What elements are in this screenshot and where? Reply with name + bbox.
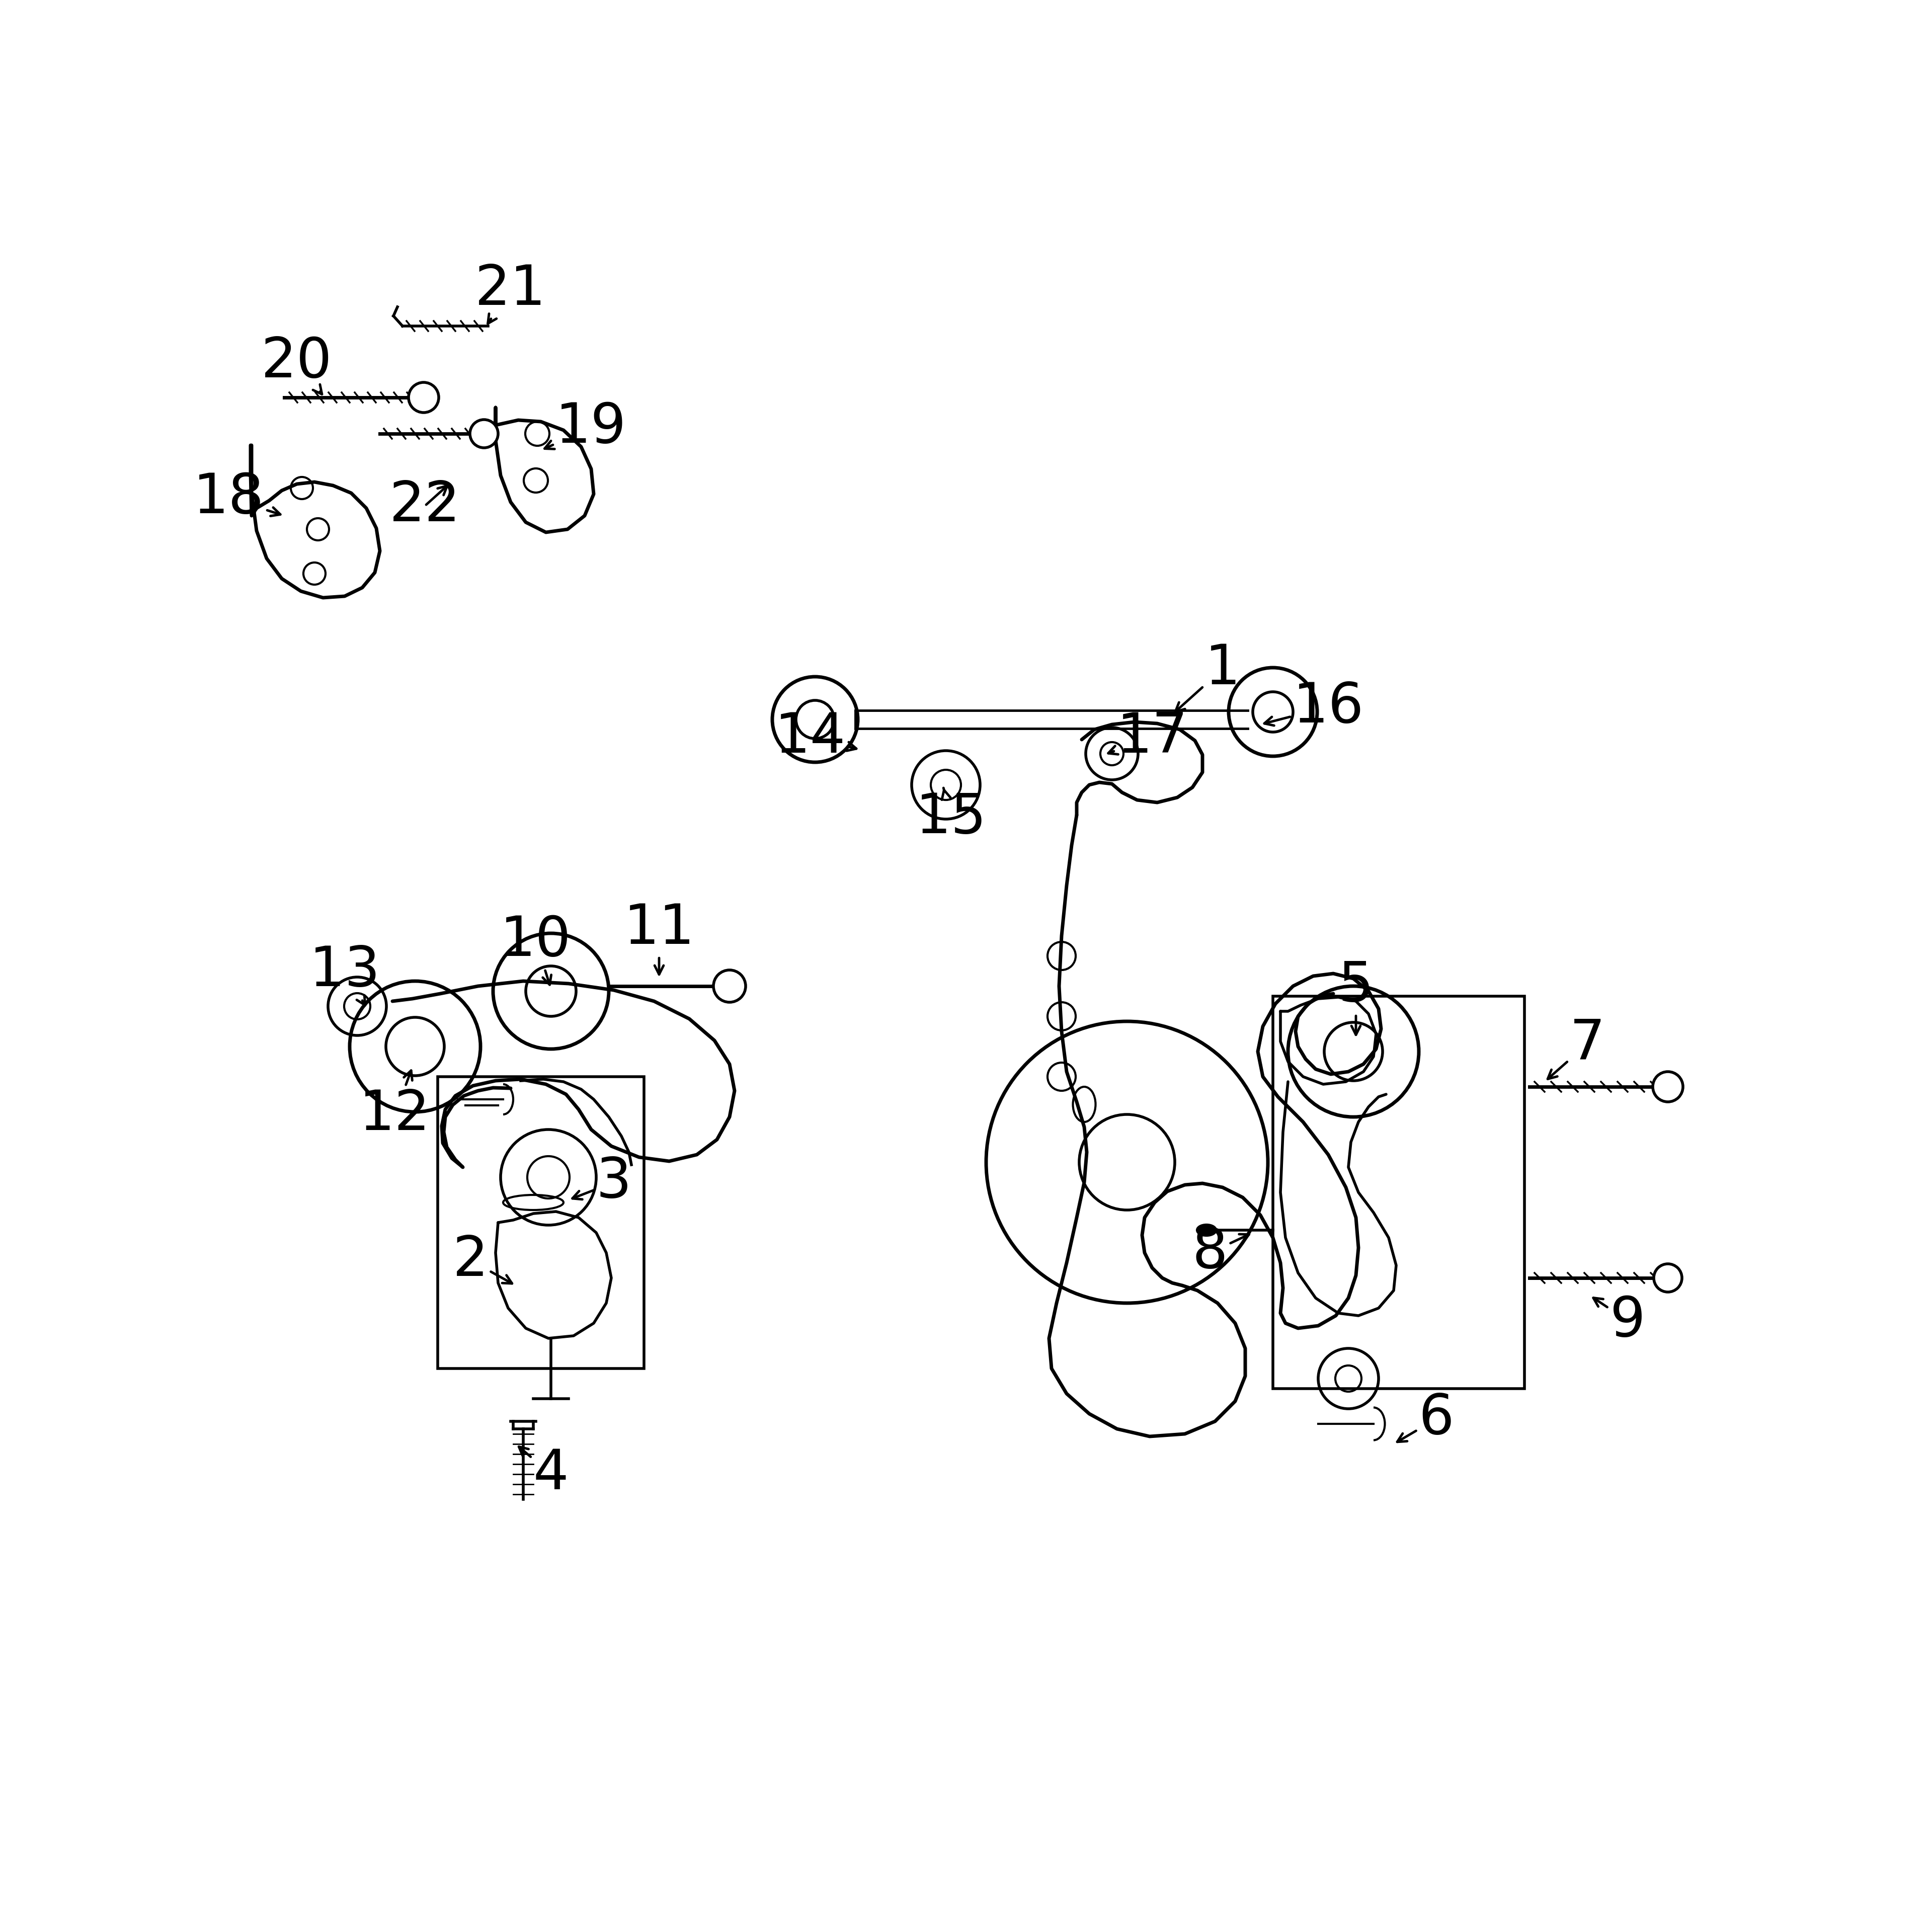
Text: 6: 6	[1397, 1391, 1455, 1445]
Text: 21: 21	[475, 263, 547, 323]
Text: 11: 11	[624, 902, 696, 974]
Text: 16: 16	[1264, 680, 1364, 734]
Text: 8: 8	[1192, 1227, 1250, 1279]
Polygon shape	[497, 1211, 611, 1339]
Text: 9: 9	[1594, 1294, 1646, 1349]
Circle shape	[408, 383, 439, 413]
Text: 18: 18	[193, 471, 280, 526]
Text: 3: 3	[572, 1155, 632, 1209]
Circle shape	[1652, 1072, 1683, 1101]
Text: 12: 12	[359, 1070, 431, 1142]
Text: 5: 5	[1339, 958, 1374, 1036]
Polygon shape	[497, 408, 593, 533]
Bar	[439, 1076, 643, 1368]
Text: 17: 17	[1109, 711, 1188, 763]
Text: 14: 14	[775, 711, 856, 763]
Polygon shape	[1281, 997, 1376, 1084]
Polygon shape	[251, 444, 381, 597]
Text: 1: 1	[1175, 641, 1240, 711]
Circle shape	[1654, 1264, 1683, 1293]
Text: 10: 10	[500, 914, 572, 985]
Text: 19: 19	[545, 400, 626, 454]
Text: 4: 4	[520, 1447, 568, 1501]
Ellipse shape	[1198, 1225, 1215, 1236]
Text: 20: 20	[261, 336, 332, 394]
Text: 22: 22	[390, 479, 460, 533]
Bar	[1273, 997, 1524, 1389]
Circle shape	[469, 419, 498, 448]
Text: 13: 13	[309, 945, 381, 1005]
Circle shape	[713, 970, 746, 1003]
Text: 7: 7	[1548, 1016, 1605, 1078]
Text: 2: 2	[452, 1233, 512, 1287]
Text: 15: 15	[916, 788, 987, 844]
